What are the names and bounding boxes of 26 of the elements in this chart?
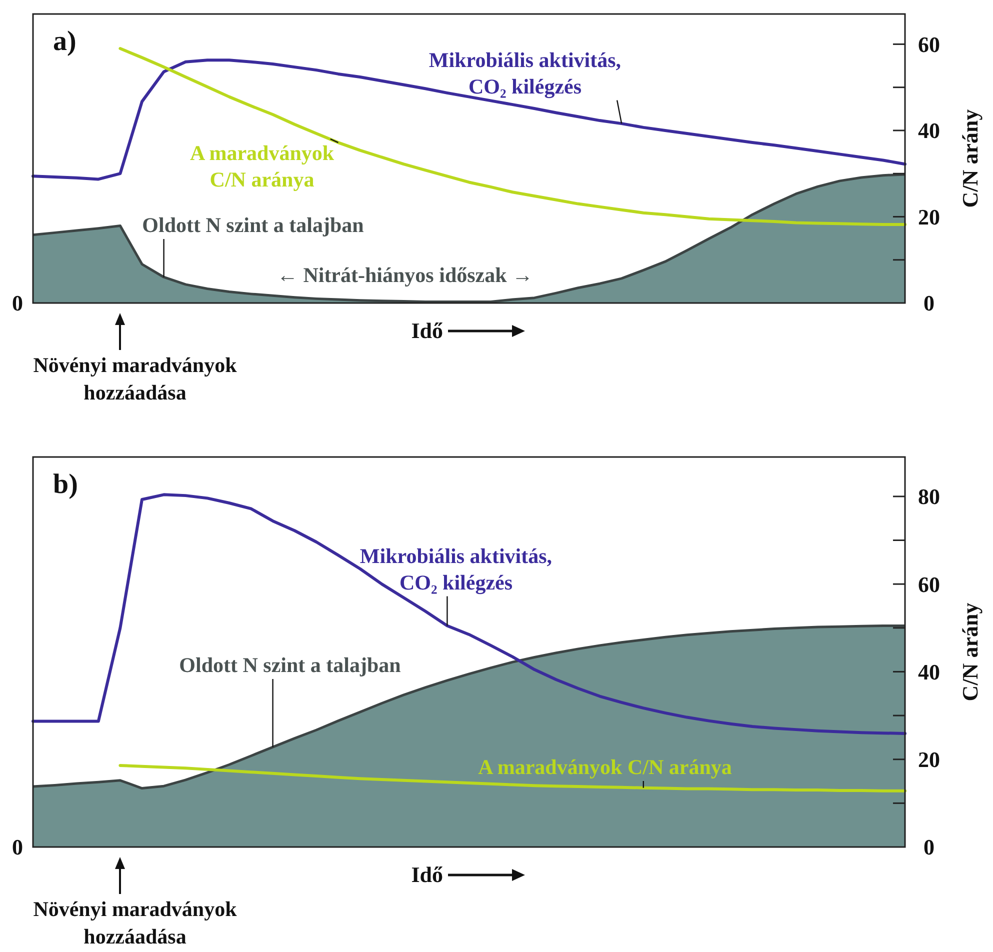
y-tick-label: 60 bbox=[918, 572, 940, 597]
x-axis-title: Idő bbox=[411, 318, 443, 343]
y-tick-label: 40 bbox=[918, 118, 940, 144]
series-label: Mikrobiális aktivitás, CO₂ kilégzés bbox=[360, 544, 552, 594]
text: Növényi maradványok hozzáadása bbox=[33, 353, 238, 404]
y-axis-title: C/N arány bbox=[958, 602, 983, 702]
annotation: ← Nitrát-hiányos időszak → bbox=[276, 263, 534, 287]
y-tick-label: 20 bbox=[918, 204, 940, 230]
text: 0 bbox=[12, 290, 23, 316]
y-tick-label: 0 bbox=[924, 290, 934, 316]
y-tick-label: 40 bbox=[918, 659, 940, 684]
series-label: A maradványok C/N aránya bbox=[190, 141, 334, 192]
text: Növényi maradványok hozzáadása bbox=[33, 897, 238, 948]
text: 0 bbox=[12, 834, 23, 860]
y-tick-label: 60 bbox=[918, 32, 940, 57]
y-tick-label: 20 bbox=[918, 747, 940, 772]
x-axis-title: Idő bbox=[411, 862, 443, 887]
series-label: Oldott N szint a talajban bbox=[142, 213, 364, 237]
chart-title: b) bbox=[53, 469, 78, 500]
y-tick-label: 80 bbox=[918, 484, 940, 510]
chart-title: a) bbox=[53, 26, 76, 57]
series-label: Oldott N szint a talajban bbox=[179, 653, 402, 677]
y-axis-title: C/N arány bbox=[958, 109, 983, 208]
series-label: A maradványok C/N aránya bbox=[478, 755, 732, 779]
y-tick-label: 0 bbox=[924, 834, 934, 860]
series-label: Mikrobiális aktivitás, CO₂ kilégzés bbox=[428, 48, 622, 98]
